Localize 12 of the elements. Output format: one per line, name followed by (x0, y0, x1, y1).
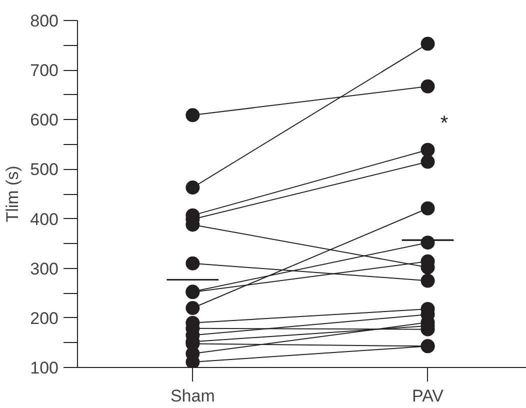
y-tick-label: 100 (30, 358, 59, 378)
y-tick-label: 700 (30, 61, 59, 80)
x-tick-label: PAV (412, 386, 444, 406)
y-tick-label: 600 (30, 110, 59, 130)
y-axis-title: Tlim (s) (3, 166, 22, 222)
y-tick-label: 500 (30, 160, 59, 180)
y-tick-label: 800 (30, 12, 59, 30)
y-tick-label: 200 (30, 308, 59, 328)
y-tick-label: 300 (30, 259, 59, 278)
y-tick-label: 400 (30, 210, 59, 229)
x-tick-label: Sham (170, 386, 215, 406)
annotation: * (440, 112, 448, 134)
